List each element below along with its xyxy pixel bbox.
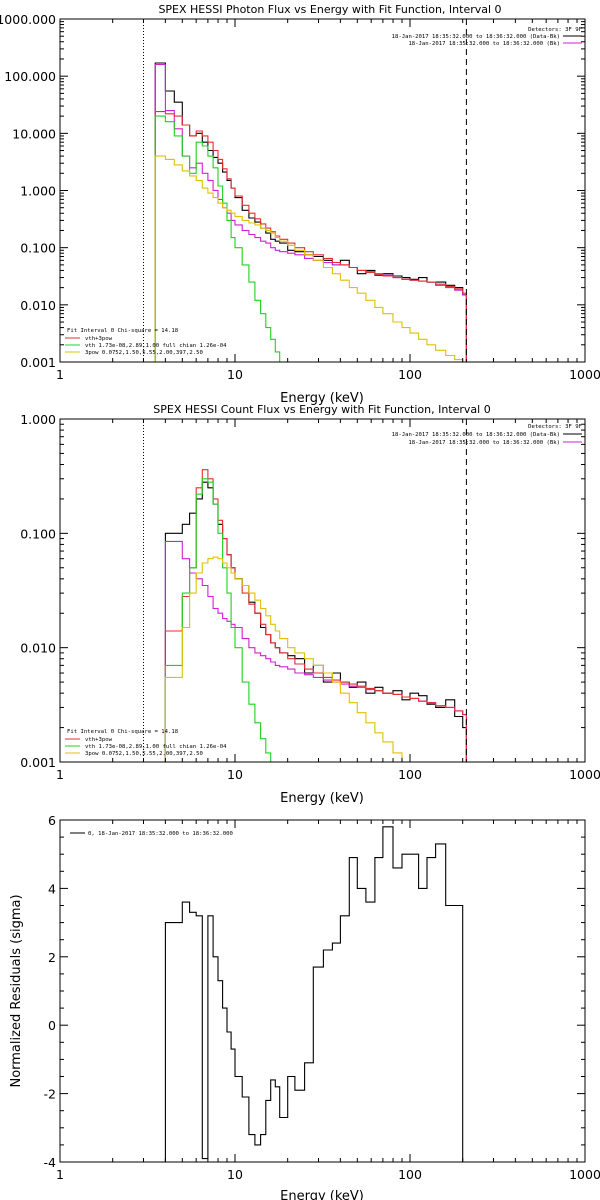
- x-tick-label: 100: [398, 367, 422, 382]
- residuals-legend: 0, 18-Jan-2017 18:35:32.000 to 18:36:32.…: [70, 831, 233, 837]
- series-line-vth: [143, 478, 293, 763]
- fit-interval-label: Fit Interval 0 Chi-square = 14.18: [67, 729, 179, 735]
- fit-interval-label: Fit Interval 0 Chi-square = 14.18: [67, 328, 179, 334]
- y-tick-label: 100.000: [4, 69, 56, 84]
- photon-flux-axes: 1 10 100 1000 0.001 0.010 0.100 1.000 10.000 100.…: [0, 12, 600, 382]
- residuals-plot-frame: [59, 819, 586, 1163]
- count-flux-x-axis-label: Energy (keV): [280, 791, 364, 806]
- count-flux-legend: Fit Interval 0 Chi-square = 14.18 vth+3p…: [65, 729, 227, 757]
- count-flux-axes: 1 10 100 1000 0.001 0.010 0.100 1.000: [20, 412, 600, 782]
- series-line-3pow: [143, 556, 415, 763]
- x-tick-label: 1000: [569, 767, 600, 782]
- series-line-data-bk: [143, 62, 471, 363]
- series-line-vth: [143, 115, 300, 363]
- y-tick-label: -4: [44, 1155, 57, 1170]
- 3pow-legend-label: 3pow 0.0752,1.50,5.55,2.00,397,2.50: [85, 350, 203, 356]
- y-tick-label: 0.010: [20, 298, 56, 313]
- series-line-data-bk: [143, 481, 471, 763]
- data-bk-interval-label: 18-Jan-2017 18:35:32.000 to 18:36:32.000…: [392, 432, 560, 438]
- y-tick-label: -2: [44, 1087, 56, 1102]
- vth-legend-label: vth 1.73e-08,2.89,1.00 full chian 1.26e-…: [85, 343, 227, 349]
- x-tick-label: 100: [398, 767, 422, 782]
- count-flux-series-group: [143, 469, 471, 763]
- series-line-bk: [143, 63, 471, 363]
- photon-flux-series-group: [143, 62, 485, 363]
- series-line-vth-3pow: [143, 469, 471, 763]
- count-flux-plot-frame: [59, 418, 586, 763]
- y-tick-label: 6: [48, 813, 56, 828]
- detectors-label: Detectors: 3F 9F: [528, 424, 583, 430]
- x-tick-label: 1: [56, 767, 64, 782]
- y-tick-label: 0.010: [20, 641, 56, 656]
- y-tick-label: 0: [48, 1018, 56, 1033]
- 3pow-legend-label: 3pow 0.0752,1.50,5.55,2.00,397,2.50: [85, 751, 203, 757]
- y-tick-label: 0.100: [20, 526, 56, 541]
- y-tick-label: 1000.000: [0, 12, 56, 27]
- series-line-bk: [143, 540, 471, 763]
- y-tick-label: 0.001: [20, 755, 56, 770]
- count-flux-info-box: Detectors: 3F 9F 18-Jan-2017 18:35:32.00…: [392, 424, 583, 446]
- photon-flux-panel: SPEX HESSI Photon Flux vs Energy with Fi…: [0, 3, 600, 406]
- residuals-x-axis-label: Energy (keV): [280, 1189, 364, 1200]
- photon-flux-legend: Fit Interval 0 Chi-square = 14.18 vth+3p…: [65, 328, 227, 356]
- y-tick-label: 2: [48, 950, 56, 965]
- count-flux-title: SPEX HESSI Count Flux vs Energy with Fit…: [153, 403, 490, 416]
- photon-flux-plot-frame: [59, 18, 586, 363]
- residuals-axes: 1 10 100 1000 -4 -2 0 2 4 6: [44, 813, 600, 1182]
- photon-flux-info-box: Detectors: 3F 9F 18-Jan-2017 18:35:32.00…: [392, 27, 583, 47]
- x-tick-label: 10: [227, 1167, 243, 1182]
- series-line-3pow: [143, 155, 485, 363]
- series-line-vth-3pow: [143, 111, 471, 363]
- x-tick-label: 10: [227, 367, 243, 382]
- y-tick-label: 4: [48, 881, 56, 896]
- data-bk-interval-label: 18-Jan-2017 18:35:32.000 to 18:36:32.000…: [392, 34, 560, 40]
- y-tick-label: 10.000: [12, 126, 56, 141]
- x-tick-label: 100: [398, 1167, 422, 1182]
- x-tick-label: 1: [56, 1167, 64, 1182]
- x-tick-label: 10: [227, 767, 243, 782]
- detectors-label: Detectors: 3F 9F: [528, 27, 583, 33]
- x-tick-label: 1000: [569, 367, 600, 382]
- photon-flux-title: SPEX HESSI Photon Flux vs Energy with Fi…: [158, 3, 501, 16]
- y-tick-label: 0.001: [20, 355, 56, 370]
- x-tick-label: 1000: [569, 1167, 600, 1182]
- series-line-0-18-jan-2017-18-35-32-000-to-18-36-32-000: [143, 826, 471, 1163]
- vth-3pow-legend-label: vth+3pow: [85, 737, 113, 743]
- y-tick-label: 0.100: [20, 241, 56, 256]
- residuals-y-axis-label: Normalized Residuals (sigma): [9, 894, 24, 1087]
- vth-legend-label: vth 1.73e-08,2.89,1.00 full chian 1.26e-…: [85, 744, 227, 750]
- residuals-panel: 1 10 100 1000 -4 -2 0 2 4 6 Energy (keV) Normaliz…: [9, 813, 600, 1200]
- count-flux-panel: SPEX HESSI Count Flux vs Energy with Fit…: [20, 403, 600, 806]
- bk-interval-label: 18-Jan-2017 18:35:32.000 to 18:36:32.000…: [408, 41, 560, 47]
- bk-interval-label: 18-Jan-2017 18:35:32.000 to 18:36:32.000…: [408, 440, 560, 446]
- residuals-legend-label: 0, 18-Jan-2017 18:35:32.000 to 18:36:32.…: [88, 831, 233, 837]
- y-tick-label: 1.000: [20, 184, 56, 199]
- y-tick-label: 1.000: [20, 412, 56, 427]
- x-tick-label: 1: [56, 367, 64, 382]
- residuals-series-group: [143, 826, 471, 1163]
- photon-flux-x-axis-label: Energy (keV): [280, 391, 364, 406]
- vth-3pow-legend-label: vth+3pow: [85, 336, 113, 342]
